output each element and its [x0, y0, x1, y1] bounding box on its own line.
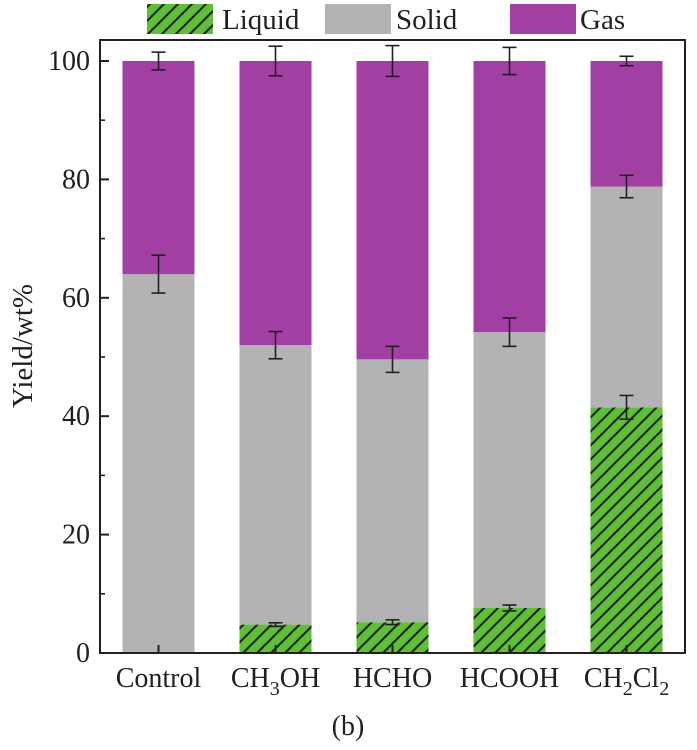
x-tick-label-control: Control — [116, 663, 202, 694]
error-bar-solid-hcooh — [502, 317, 517, 348]
y-tick-label-40: 40 — [62, 401, 90, 432]
error-bar-liquid-ch3oh — [268, 622, 283, 628]
error-bar-solid-ch3oh — [268, 330, 283, 360]
legend: Liquid Solid Gas — [147, 4, 625, 36]
error-bars-group — [151, 44, 634, 628]
legend-swatch-liquid — [147, 4, 213, 34]
x-tick-label-ch3oh: CH3OH — [231, 663, 320, 700]
bar-gas-hcooh — [473, 61, 546, 333]
bar-gas-ch3oh — [239, 61, 312, 346]
error-bar-gas-control — [151, 51, 166, 71]
x-axis: Control CH3OH HCHO HCOOH CH2Cl2 — [116, 645, 669, 700]
error-bar-liquid-hcho — [385, 619, 400, 626]
error-bar-liquid-hcooh — [502, 604, 517, 612]
error-bar-gas-ch3oh — [268, 45, 283, 77]
y-tick-label-80: 80 — [62, 164, 90, 195]
bar-solid-ch3oh — [239, 345, 312, 625]
y-tick-label-60: 60 — [62, 283, 90, 314]
legend-swatch-solid — [325, 4, 391, 34]
y-axis: 0 20 40 60 80 100 — [48, 46, 109, 669]
bar-gas-hcho — [356, 61, 429, 360]
error-bar-liquid-ch2cl2 — [619, 394, 634, 420]
error-bar-gas-hcooh — [502, 46, 517, 76]
error-bar-gas-ch2cl2 — [619, 55, 634, 67]
legend-swatch-gas — [510, 4, 576, 34]
legend-label-solid: Solid — [396, 4, 458, 36]
y-tick-label-100: 100 — [48, 46, 90, 77]
x-tick-label-ch2cl2: CH2Cl2 — [584, 663, 669, 700]
x-tick-label-hcooh: HCOOH — [460, 663, 560, 694]
bars-group — [122, 61, 663, 653]
bar-gas-ch2cl2 — [590, 61, 663, 187]
error-bar-solid-control — [151, 254, 166, 294]
bar-solid-hcho — [356, 359, 429, 623]
panel-label: (b) — [332, 711, 365, 742]
y-tick-label-0: 0 — [76, 638, 90, 669]
error-bar-solid-ch2cl2 — [619, 174, 634, 199]
bar-gas-control — [122, 61, 195, 275]
legend-label-liquid: Liquid — [222, 4, 300, 36]
bar-solid-control — [122, 274, 195, 653]
x-tick-label-hcho: HCHO — [353, 663, 432, 694]
y-axis-label: Yield/wt% — [7, 284, 39, 408]
legend-label-gas: Gas — [580, 4, 625, 36]
bar-solid-hcooh — [473, 332, 546, 609]
error-bar-gas-hcho — [385, 44, 400, 78]
error-bar-solid-hcho — [385, 345, 400, 374]
y-tick-label-20: 20 — [62, 520, 90, 551]
bar-solid-ch2cl2 — [590, 186, 663, 408]
bar-liquid-ch2cl2 — [590, 407, 663, 653]
